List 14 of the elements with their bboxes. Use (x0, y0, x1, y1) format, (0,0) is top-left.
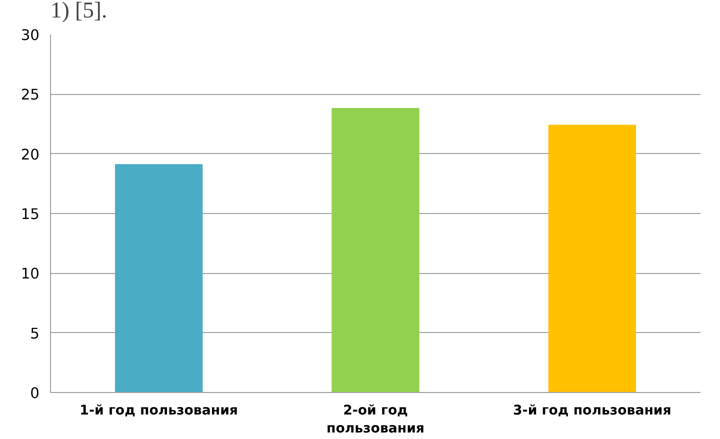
text: 1) [5]. (50, 0, 108, 22)
y-tick-label: 30 (20, 27, 40, 44)
x-tick-label: 2-ой год пользования (326, 404, 425, 436)
y-tick-label: 15 (20, 206, 40, 223)
bar (115, 164, 203, 392)
y-tick-label: 25 (20, 86, 40, 104)
y-tick-label: 20 (20, 146, 40, 164)
y-tick-label: 0 (30, 385, 40, 402)
bar (332, 108, 420, 392)
x-tick-label: 1-й год пользования (80, 404, 238, 418)
y-tick-label: 10 (20, 266, 40, 283)
y-tick-label: 5 (30, 325, 40, 342)
bar (548, 124, 636, 392)
x-tick-label: 3-й год пользования (513, 404, 672, 418)
